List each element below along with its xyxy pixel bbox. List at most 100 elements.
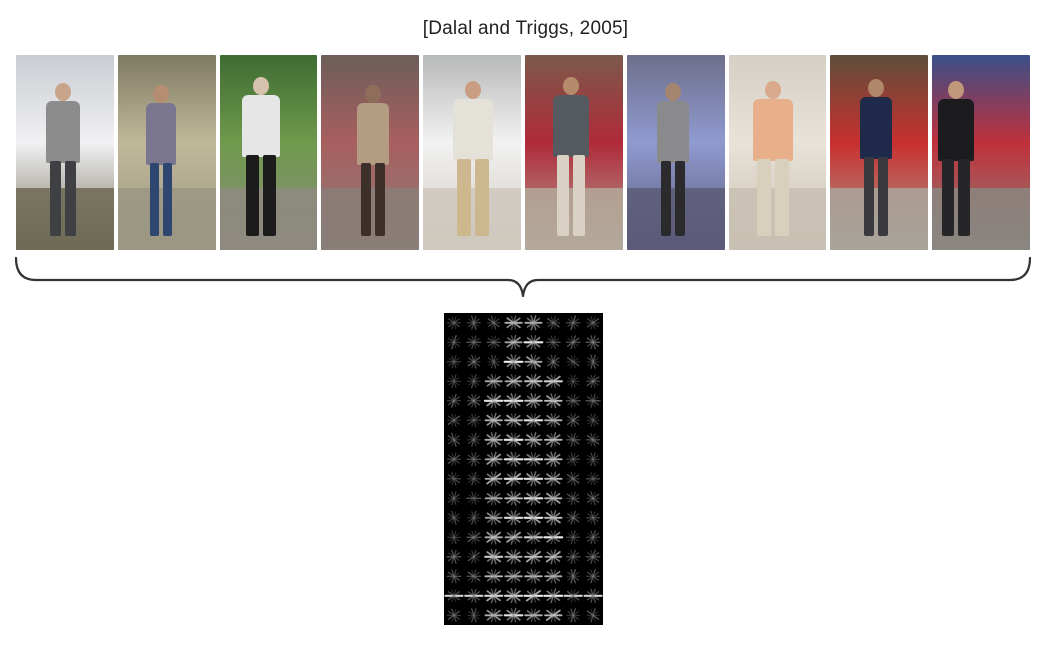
hog-orientation-mark	[567, 415, 580, 425]
hog-orientation-mark	[567, 435, 579, 444]
hog-orientation-mark	[567, 493, 579, 503]
hog-orientation-mark	[486, 375, 501, 387]
hog-orientation-mark	[467, 396, 481, 406]
citation-label: [Dalal and Triggs, 2005]	[422, 18, 629, 39]
hog-orientation-mark	[526, 609, 541, 621]
hog-orientation-mark	[570, 355, 576, 369]
hog-orientation-mark	[525, 590, 541, 602]
hog-orientation-mark	[447, 454, 461, 464]
hog-orientation-mark	[567, 318, 580, 328]
hog-orientation-mark	[587, 493, 600, 503]
hog-orientation-mark	[471, 491, 477, 505]
hog-orientation-mark	[567, 552, 580, 562]
hog-orientation-mark	[467, 415, 480, 425]
hog-orientation-mark	[546, 395, 561, 407]
hog-orientation-mark	[448, 435, 460, 445]
hog-orientation-mark	[448, 338, 460, 347]
hog-orientation-mark	[448, 377, 460, 386]
hog-orientation-mark	[447, 591, 461, 601]
hog-orientation-mark	[467, 591, 480, 601]
hog-orientation-mark	[547, 357, 560, 367]
hog-orientation-mark	[467, 435, 480, 445]
hog-orientation-mark	[526, 571, 541, 582]
pedestrian-example-image	[16, 55, 114, 250]
hog-orientation-mark	[587, 416, 599, 425]
grouping-brace	[14, 256, 1032, 298]
hog-orientation-mark	[506, 473, 522, 485]
pedestrian-example-image	[423, 55, 521, 250]
hog-orientation-mark	[526, 414, 541, 426]
hog-orientation-mark	[547, 338, 559, 347]
hog-orientation-mark	[586, 591, 600, 601]
hog-orientation-mark	[587, 571, 599, 581]
hog-orientation-mark	[451, 471, 457, 486]
pedestrian-example-image	[626, 55, 725, 250]
hog-orientation-mark	[506, 414, 521, 426]
hog-orientation-mark	[486, 609, 501, 621]
pedestrian-example-image	[321, 55, 420, 250]
hog-orientation-mark	[526, 395, 541, 407]
hog-orientation-mark	[570, 530, 576, 545]
hog-orientation-mark	[487, 337, 500, 347]
hog-orientation-mark	[467, 571, 480, 581]
hog-orientation-mark	[468, 611, 480, 620]
hog-orientation-mark	[567, 513, 580, 523]
pedestrian-example-strip	[16, 55, 1030, 250]
hog-orientation-mark	[468, 494, 480, 503]
hog-orientation-mark	[526, 434, 541, 445]
hog-orientation-mark	[506, 570, 521, 582]
hog-orientation-mark	[567, 357, 579, 366]
hog-orientation-mark	[447, 396, 460, 406]
hog-orientation-mark	[546, 590, 561, 601]
hog-orientation-mark	[550, 335, 556, 349]
hog-orientation-mark	[546, 473, 561, 485]
hog-orientation-mark	[448, 572, 460, 581]
hog-orientation-mark	[486, 473, 502, 485]
hog-orientation-mark	[590, 452, 596, 467]
hog-orientation-mark	[506, 531, 521, 543]
hog-orientation-mark	[587, 552, 600, 562]
hog-orientation-mark	[587, 513, 599, 523]
hog-orientation-mark	[567, 533, 579, 542]
hog-orientation-mark	[567, 454, 580, 464]
hog-orientation-mark	[486, 531, 502, 543]
hog-orientation-mark	[451, 530, 457, 544]
hog-orientation-mark	[447, 415, 461, 425]
hog-orientation-mark	[506, 317, 521, 329]
hog-orientation-mark	[546, 512, 561, 524]
hog-orientation-mark	[486, 434, 501, 446]
hog-orientation-mark	[526, 454, 541, 465]
hog-orientation-mark	[467, 357, 481, 367]
hog-orientation-mark	[546, 434, 561, 446]
hog-orientation-mark	[587, 337, 600, 347]
hog-orientation-mark	[506, 492, 521, 504]
hog-orientation-mark	[567, 591, 580, 601]
hog-orientation-mark	[487, 512, 501, 523]
pedestrian-example-image	[117, 55, 216, 250]
hog-orientation-mark	[567, 396, 580, 406]
hog-orientation-mark	[488, 357, 500, 366]
hog-orientation-mark	[526, 532, 541, 543]
pedestrian-example-image	[728, 55, 827, 250]
pedestrian-example-image	[524, 55, 623, 250]
pedestrian-example-image	[219, 55, 318, 250]
hog-orientation-mark	[546, 570, 561, 582]
hog-orientation-mark	[526, 375, 541, 387]
hog-orientation-mark	[590, 393, 596, 408]
hog-orientation-mark	[467, 532, 481, 542]
hog-orientation-mark	[506, 336, 521, 348]
hog-orientation-mark	[451, 472, 457, 486]
hog-orientation-mark	[468, 513, 480, 523]
hog-orientation-mark	[567, 611, 579, 620]
hog-orientation-mark	[546, 453, 561, 465]
hog-orientation-mark	[587, 435, 599, 445]
hog-orientation-mark	[451, 374, 457, 389]
hog-orientation-mark	[468, 318, 480, 328]
hog-orientation-mark	[448, 493, 460, 503]
hog-orientation-mark	[486, 590, 502, 602]
hog-orientation-mark	[506, 609, 521, 621]
hog-orientation-mark	[590, 413, 596, 427]
hog-orientation-mark	[587, 396, 599, 405]
hog-orientation-mark	[468, 337, 480, 347]
hog-orientation-mark	[526, 317, 541, 328]
